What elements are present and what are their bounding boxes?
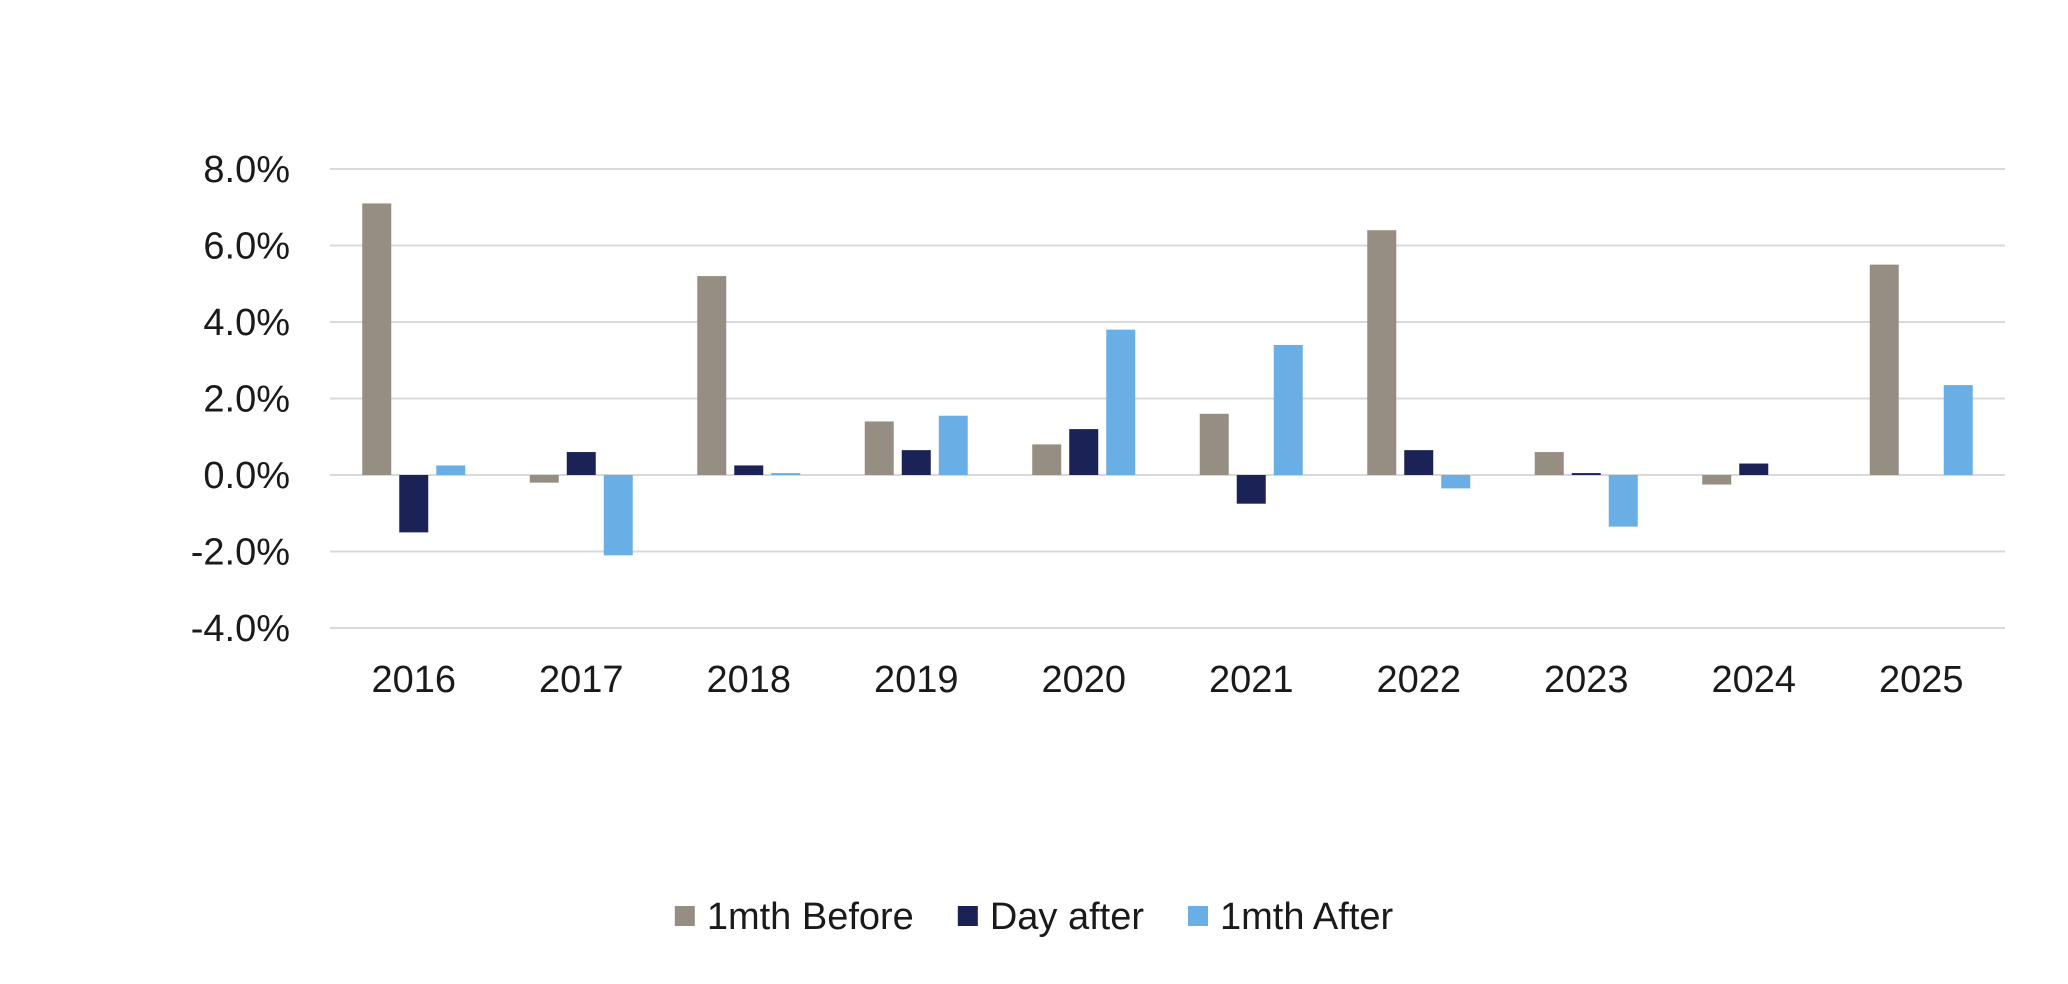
bar-day-after-2023 [1571,473,1601,475]
legend: 1mth Before Day after 1mth After [674,896,1394,938]
x-tick-label: 2016 [371,659,456,701]
y-axis: 8.0% 6.0% 4.0% 2.0% 0.0% -2.0% -4.0% [191,149,290,650]
bar-1mth-before-2025 [1869,264,1899,475]
bar-1mth-after-2023 [1608,475,1638,527]
bar-1mth-after-2017 [603,475,633,556]
bar-1mth-before-2024 [1702,475,1732,485]
y-tick-label: 4.0% [203,302,290,344]
y-tick-label: -4.0% [191,608,290,650]
bar-day-after-2021 [1236,475,1266,504]
x-tick-label: 2022 [1376,659,1461,701]
bar-day-after-2017 [566,452,596,475]
y-tick-label: -2.0% [191,532,290,574]
y-tick-label: 2.0% [203,379,290,421]
bar-day-after-2022 [1404,450,1434,475]
legend-swatch [674,906,695,926]
x-tick-label: 2018 [706,659,791,701]
bar-1mth-before-2018 [697,276,727,475]
bar-day-after-2020 [1069,429,1099,475]
bar-1mth-after-2021 [1273,344,1303,475]
gridlines [330,168,2005,629]
bar-1mth-before-2019 [864,421,894,475]
bar-1mth-after-2025 [1943,385,1973,475]
bar-1mth-after-2019 [938,415,968,475]
bar-day-after-2016 [399,475,429,533]
legend-label: 1mth After [1220,896,1394,938]
bar-day-after-2019 [901,450,931,475]
bar-day-after-2018 [734,465,764,475]
bar-day-after-2024 [1739,463,1769,475]
bar-1mth-after-2018 [771,473,801,475]
x-tick-label: 2021 [1209,659,1294,701]
legend-label: 1mth Before [707,896,914,938]
bar-1mth-before-2016 [362,203,392,476]
bars [362,203,1973,556]
x-tick-label: 2023 [1544,659,1629,701]
bar-1mth-before-2022 [1367,230,1397,475]
x-tick-label: 2019 [874,659,959,701]
x-tick-label: 2024 [1711,659,1796,701]
legend-item-day-after: Day after [957,896,1145,938]
legend-label: Day after [990,896,1145,938]
legend-item-1mth-before: 1mth Before [674,896,914,938]
x-tick-label: 2025 [1879,659,1964,701]
y-tick-label: 0.0% [203,455,290,497]
bar-1mth-before-2021 [1199,413,1229,475]
legend-swatch [1187,906,1208,926]
bar-1mth-before-2017 [529,475,559,483]
bar-1mth-after-2020 [1106,329,1136,475]
bar-1mth-before-2020 [1032,444,1062,475]
bar-1mth-before-2023 [1534,452,1564,475]
bar-1mth-after-2022 [1441,475,1471,489]
bar-1mth-after-2016 [436,465,466,475]
legend-swatch [957,906,978,926]
x-tick-label: 2017 [539,659,624,701]
y-tick-label: 8.0% [203,149,290,191]
y-tick-label: 6.0% [203,226,290,268]
legend-item-1mth-after: 1mth After [1187,896,1394,938]
x-axis: 2016 2017 2018 2019 2020 2021 2022 2023 2024 2025 [371,659,1963,701]
x-tick-label: 2020 [1041,659,1126,701]
